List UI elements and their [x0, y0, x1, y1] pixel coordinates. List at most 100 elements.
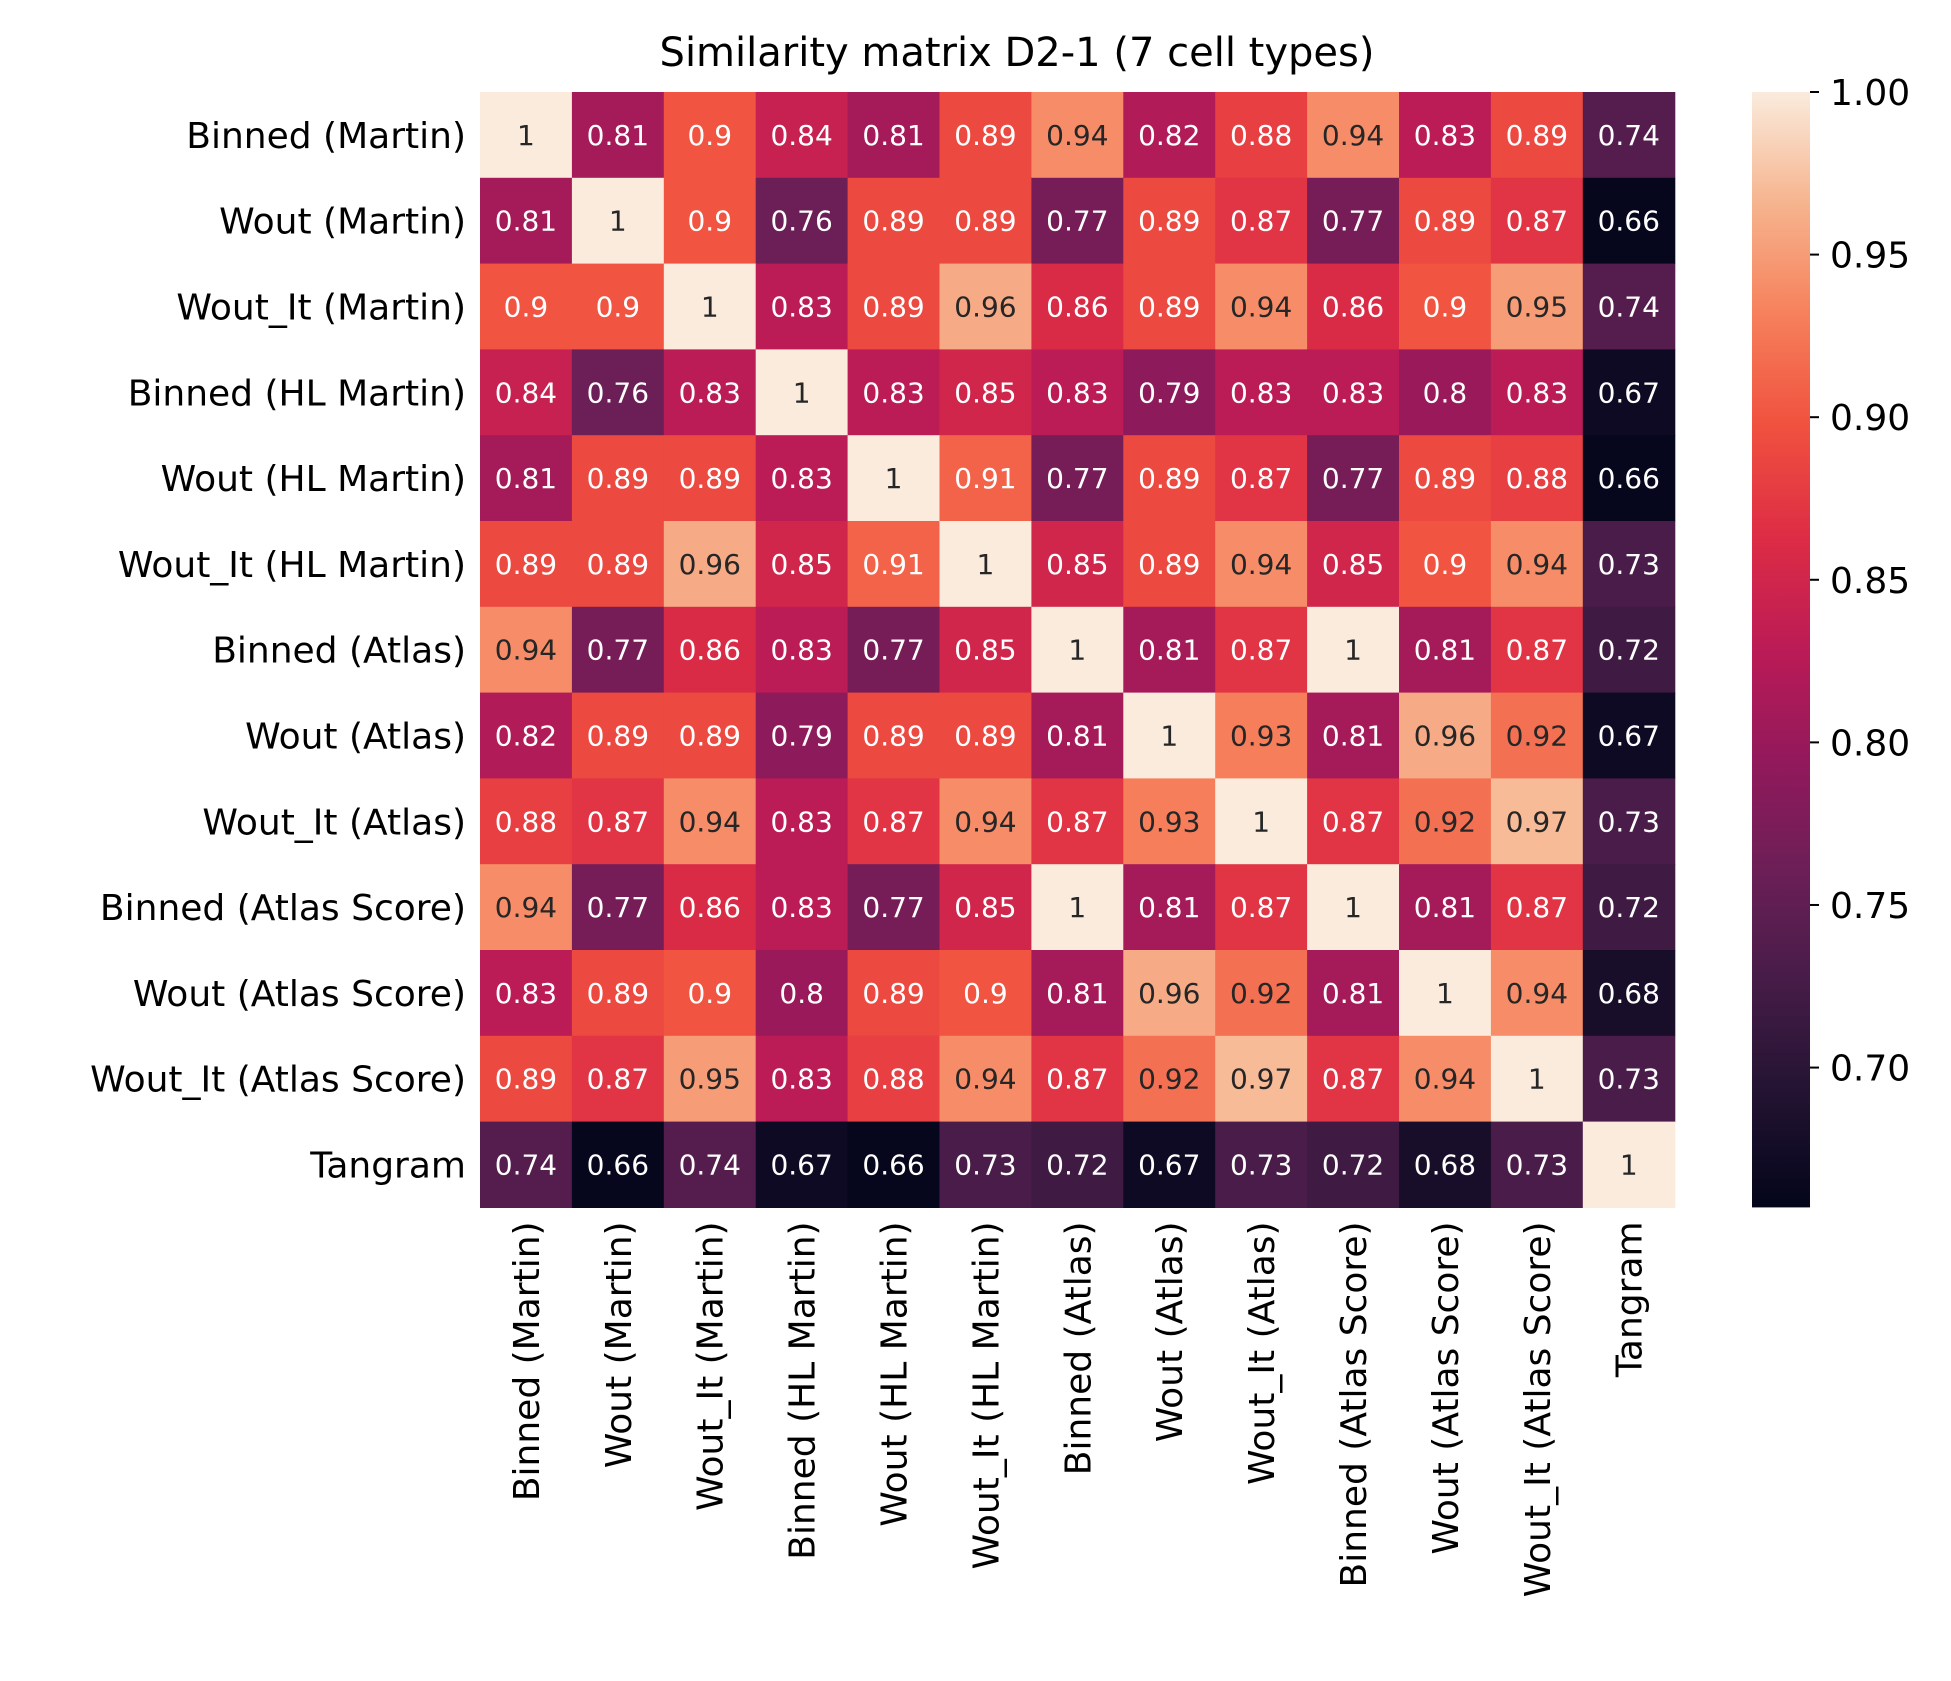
colorbar-gradient: [1752, 92, 1810, 1208]
cell-value-label: 0.77: [1322, 205, 1384, 238]
cell-value-label: 0.66: [1598, 462, 1660, 495]
cell-value-label: 0.72: [1046, 1149, 1108, 1182]
cell-value-label: 0.92: [1414, 805, 1476, 838]
cell-value-label: 0.83: [770, 462, 832, 495]
cell-value-label: 0.77: [587, 891, 649, 924]
heatmap-cell: [1399, 950, 1492, 1037]
heatmap-cell: [939, 92, 1032, 179]
heatmap-cell: [1307, 435, 1400, 522]
heatmap-cell: [1123, 778, 1216, 865]
colorbar-tick-label: 0.85: [1830, 561, 1910, 602]
heatmap-cell: [755, 1121, 849, 1208]
row-label: Binned (HL Martin): [128, 373, 466, 414]
heatmap-cell: [1031, 864, 1124, 951]
cell-value-label: 0.77: [1046, 205, 1108, 238]
heatmap-cell: [1307, 263, 1400, 350]
heatmap-cell: [1582, 1035, 1676, 1123]
heatmap-cell: [1490, 778, 1584, 865]
cell-value-label: 0.94: [1046, 119, 1108, 152]
cell-value-label: 0.85: [770, 548, 832, 581]
heatmap-cell: [1215, 778, 1308, 865]
heatmap-cell: [1215, 606, 1308, 694]
heatmap-cell: [1399, 864, 1492, 951]
cell-value-label: 0.89: [587, 720, 649, 753]
cell-value-label: 0.82: [495, 720, 557, 753]
heatmap-cell: [1399, 521, 1492, 608]
cell-value-label: 0.77: [1322, 462, 1384, 495]
row-label: Wout (Atlas Score): [133, 974, 466, 1015]
cell-value-label: 0.94: [495, 891, 557, 924]
cell-value-label: 0.72: [1322, 1149, 1384, 1182]
heatmap-cell: [847, 1121, 941, 1208]
column-labels: Binned (Martin) Wout (Martin) Wout_It (Mar…: [507, 1221, 1651, 1597]
cell-value-label: 0.88: [495, 805, 557, 838]
cell-value-label: 1: [1068, 634, 1086, 667]
heatmap-cell: [755, 349, 849, 436]
heatmap-cell: [571, 1121, 665, 1208]
cell-value-label: 0.95: [1506, 291, 1568, 324]
heatmap-cell: [939, 1121, 1032, 1208]
heatmap-cell: [1215, 521, 1308, 608]
heatmap-cell: [939, 263, 1032, 350]
cell-value-label: 0.89: [587, 462, 649, 495]
cell-value-label: 0.85: [954, 891, 1016, 924]
cell-value-label: 0.73: [1598, 548, 1660, 581]
heatmap-cell: [1123, 521, 1216, 608]
heatmap-cell: [571, 435, 665, 522]
cell-value-label: 0.89: [1506, 119, 1568, 152]
cell-value-label: 0.83: [770, 891, 832, 924]
heatmap-cell: [939, 177, 1032, 265]
cell-value-label: 0.8: [779, 977, 824, 1010]
column-label: Wout_It (Atlas): [1242, 1221, 1283, 1485]
cell-value-label: 1: [1344, 891, 1362, 924]
heatmap-cell: [1031, 521, 1124, 608]
heatmap-cell: [480, 92, 573, 179]
heatmap-cell: [847, 177, 941, 265]
cell-value-label: 1: [701, 291, 719, 324]
cell-value-label: 0.89: [1138, 291, 1200, 324]
cell-value-label: 0.81: [1138, 891, 1200, 924]
cell-value-label: 0.81: [587, 119, 649, 152]
row-label: Binned (Atlas): [212, 631, 466, 672]
heatmap-cell: [480, 349, 573, 436]
heatmap-cell: [1123, 606, 1216, 694]
cell-value-label: 0.87: [1506, 205, 1568, 238]
cell-value-label: 0.66: [1598, 205, 1660, 238]
cell-value-label: 0.67: [1598, 376, 1660, 409]
heatmap-cell: [1307, 606, 1400, 694]
heatmap-cell: [663, 1121, 757, 1208]
heatmap-cell: [571, 950, 665, 1037]
column-label: Wout_It (HL Martin): [966, 1221, 1007, 1569]
heatmap-cell: [755, 1035, 849, 1123]
cell-value-label: 0.89: [679, 462, 741, 495]
heatmap-cell: [1307, 349, 1400, 436]
heatmap-cell: [1123, 864, 1216, 951]
heatmap-cell: [1123, 950, 1216, 1037]
heatmap-cell: [755, 606, 849, 694]
cell-value-label: 0.89: [587, 548, 649, 581]
cell-value-label: 0.81: [1322, 720, 1384, 753]
row-label: Wout_It (Atlas Score): [90, 1060, 466, 1101]
cell-value-label: 1: [1344, 634, 1362, 667]
cell-value-label: 0.77: [862, 634, 924, 667]
column-label: Binned (HL Martin): [783, 1221, 824, 1559]
cell-value-label: 0.89: [1414, 462, 1476, 495]
heatmap-cell: [1490, 521, 1584, 608]
heatmap-cell: [1031, 1121, 1124, 1208]
heatmap-cell: [1123, 692, 1216, 779]
heatmap-cell: [1215, 263, 1308, 350]
cell-value-label: 0.87: [1230, 634, 1292, 667]
heatmap-cell: [571, 92, 665, 179]
cell-value-label: 0.83: [862, 376, 924, 409]
heatmap-cell: [755, 177, 849, 265]
cell-value-label: 0.87: [1046, 1063, 1108, 1096]
heatmap-cell: [1307, 950, 1400, 1037]
heatmap-cell: [939, 778, 1032, 865]
heatmap-cell: [1215, 950, 1308, 1037]
row-labels: Binned (Martin) Wout (Martin) Wout_It (Mar…: [90, 116, 466, 1187]
heatmap-cell: [939, 692, 1032, 779]
cell-value-label: 0.87: [587, 805, 649, 838]
heatmap-cell: [847, 778, 941, 865]
colorbar-tick-label: 0.75: [1830, 886, 1910, 927]
heatmap-cell: [1031, 349, 1124, 436]
